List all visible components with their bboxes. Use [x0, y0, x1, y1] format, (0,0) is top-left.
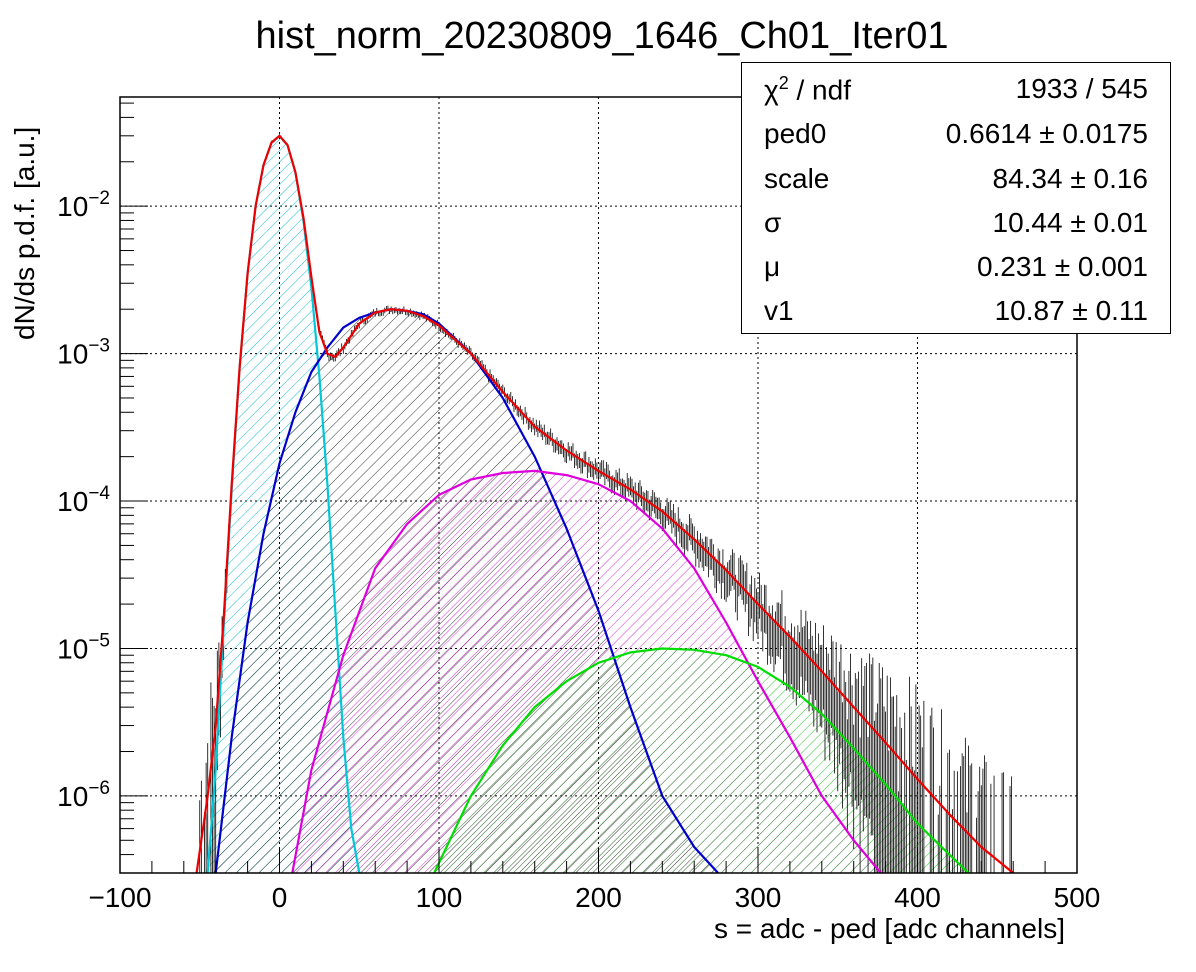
- x-tick-label: 500: [1054, 882, 1101, 913]
- stats-value-sigma: 10.44 ± 0.01: [992, 207, 1149, 238]
- stats-value-v1: 10.87 ± 0.11: [994, 295, 1148, 326]
- x-axis-label: s = adc - ped [adc channels]: [714, 913, 1065, 944]
- x-tick-label: 100: [416, 882, 463, 913]
- stats-row-sigma: σ 10.44 ± 0.01: [742, 201, 1170, 245]
- stats-value-chi2: 1933 / 545: [1015, 73, 1148, 104]
- total-fit-curve: [195, 134, 1014, 873]
- x-tick-labels: −100 0 100 200 300 400 500: [88, 882, 1100, 913]
- x-tick-label: 200: [575, 882, 622, 913]
- y-tick-label: 10−5: [57, 630, 110, 664]
- chart-title: hist_norm_20230809_1646_Ch01_Iter01: [256, 15, 949, 57]
- fit-curves: [195, 134, 1014, 873]
- component-curve-green: [433, 647, 970, 873]
- x-tick-label: −100: [88, 882, 151, 913]
- y-tick-labels: 10−2 10−3 10−4 10−5 10−6: [57, 188, 110, 812]
- x-tick-label: 300: [735, 882, 782, 913]
- stats-value-ped0: 0.6614 ± 0.0175: [945, 118, 1148, 149]
- stats-name-scale: scale: [764, 163, 830, 194]
- y-tick-label: 10−2: [57, 188, 110, 222]
- y-tick-label: 10−3: [57, 336, 110, 370]
- stats-row-ped0: ped0 0.6614 ± 0.0175: [742, 112, 1170, 156]
- stats-name-chi-sup: 2: [778, 73, 789, 93]
- component-fill-green: [434, 648, 969, 873]
- axis-ticks: [119, 102, 1078, 874]
- stats-row-scale: scale 84.34 ± 0.16: [742, 157, 1170, 201]
- stats-name-ped0: ped0: [764, 118, 827, 149]
- y-tick-label: 10−4: [57, 483, 110, 517]
- stats-name-mu: μ: [764, 251, 781, 282]
- stats-name-chi-rest: / ndf: [788, 74, 851, 106]
- stats-name-chi: χ: [764, 74, 779, 106]
- fit-stats-box: χ2 / ndf 1933 / 545 ped0 0.6614 ± 0.0175…: [741, 62, 1171, 334]
- x-tick-label: 400: [894, 882, 941, 913]
- stats-name-v1: v1: [764, 295, 794, 326]
- x-tick-label: 0: [272, 882, 288, 913]
- y-axis-label: dN/ds p.d.f. [a.u.]: [9, 127, 40, 340]
- stats-value-mu: 0.231 ± 0.001: [976, 251, 1148, 282]
- stats-row-mu: μ 0.231 ± 0.001: [742, 245, 1170, 289]
- component-curve-magenta: [291, 469, 882, 873]
- stats-value-scale: 84.34 ± 0.16: [992, 163, 1149, 194]
- stats-name-sigma: σ: [764, 207, 782, 238]
- stats-row-chi2: χ2 / ndf 1933 / 545: [742, 67, 1170, 111]
- stats-row-v1: v1 10.87 ± 0.11: [742, 289, 1170, 333]
- component-fills: [207, 135, 969, 873]
- y-tick-label: 10−6: [57, 778, 110, 812]
